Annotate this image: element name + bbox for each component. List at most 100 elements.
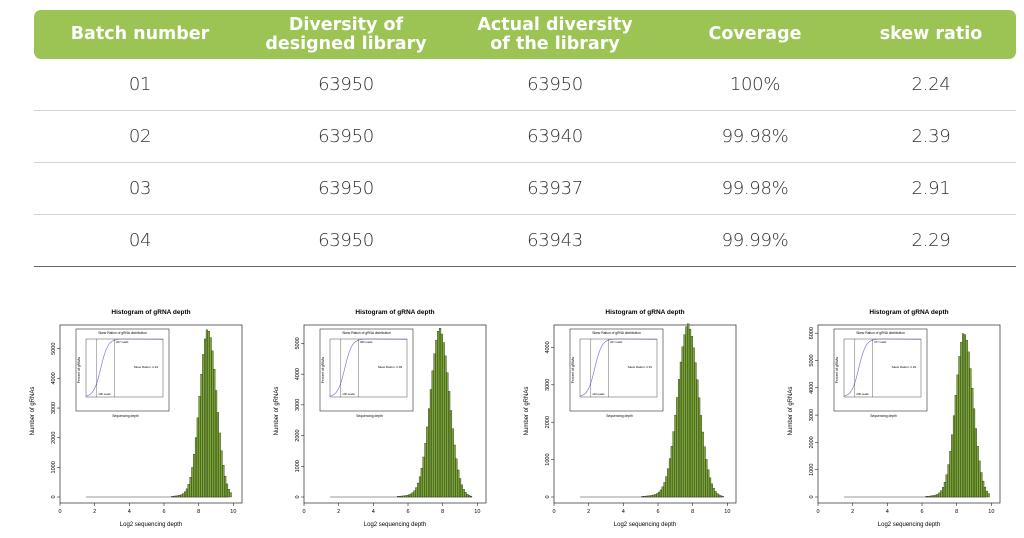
- histogram-bar: [679, 361, 683, 498]
- inset-skew-label: Skew Ration: 2.91: [628, 365, 653, 369]
- histogram-bar: [712, 488, 715, 498]
- chart-title: Histogram of gRNA depth: [111, 309, 190, 316]
- histogram-bar: [194, 437, 198, 498]
- inset-low-label: 100 reads: [98, 392, 111, 396]
- histogram-bar: [180, 494, 183, 498]
- table-row: 03 63950 63937 99.98% 2.91: [34, 163, 1016, 215]
- histogram-bar: [687, 323, 690, 498]
- x-tick-label: 10: [724, 509, 730, 515]
- y-tick-label: 0: [51, 495, 57, 498]
- histogram-bar: [670, 446, 673, 498]
- table-row: 02 63950 63940 99.98% 2.39: [34, 111, 1016, 163]
- histogram-bar: [200, 374, 203, 498]
- histogram-bar: [174, 495, 178, 498]
- inset-high-label: 327 reads: [116, 340, 129, 344]
- histogram-bar: [952, 415, 956, 498]
- histogram-bar: [407, 494, 411, 498]
- inset-high-label: 477 reads: [874, 340, 887, 344]
- histogram-bar: [703, 446, 706, 498]
- histogram-bar: [426, 426, 429, 498]
- x-tick-label: 0: [58, 509, 61, 515]
- histogram-bar: [710, 483, 713, 498]
- plot-frame: [303, 324, 487, 504]
- histogram-bar: [718, 494, 721, 498]
- histogram-bar: [173, 495, 176, 498]
- histogram-bar: [972, 408, 976, 498]
- histogram-bar: [225, 483, 229, 498]
- header-designed-diversity: Diversity of designed library: [246, 15, 446, 54]
- histogram-bar: [983, 486, 987, 498]
- histogram-bar: [929, 495, 932, 498]
- y-axis-label: Number of gRNAs: [274, 387, 280, 436]
- x-tick-label: 0: [816, 509, 819, 515]
- histogram-bar: [424, 443, 427, 498]
- x-tick-label: 4: [128, 509, 131, 515]
- x-axis-label: Log2 sequencing depth: [614, 522, 676, 528]
- histogram-bar: [942, 487, 945, 498]
- y-tick-label: 3000: [295, 399, 301, 411]
- histogram-bar: [705, 459, 708, 498]
- histogram-bar: [214, 390, 218, 498]
- y-axis-label: Number of gRNAs: [788, 387, 794, 436]
- table-row: 04 63950 63943 99.99% 2.29: [34, 215, 1016, 267]
- histogram-bar: [971, 387, 974, 498]
- y-axis-label: Number of gRNAs: [30, 387, 36, 436]
- histogram-bar: [932, 495, 936, 498]
- cell-designed-diversity: 63950: [318, 178, 374, 199]
- histogram-bar: [415, 487, 418, 498]
- histogram-bar: [690, 336, 693, 498]
- histogram-bar: [663, 482, 666, 498]
- histogram-bar: [938, 492, 941, 498]
- histogram-bar: [458, 478, 462, 498]
- cell-skew-ratio: 2.29: [911, 230, 951, 251]
- histogram-bar: [224, 475, 227, 498]
- cell-designed-diversity: 63950: [318, 230, 374, 251]
- inset-y-label: Percent of gRNAs: [321, 356, 325, 383]
- inset-skew-label: Skew Ration: 2.24: [134, 365, 159, 369]
- histogram-bar: [222, 464, 225, 498]
- histogram-bar: [674, 414, 677, 498]
- histogram-bar: [956, 374, 959, 498]
- inset-frame: [75, 328, 170, 412]
- histogram-bar: [444, 355, 447, 498]
- y-tick-label: 2000: [545, 416, 551, 428]
- histogram-bar: [667, 468, 670, 498]
- histogram-bar: [925, 496, 928, 498]
- histogram-bar: [947, 464, 950, 498]
- cell-coverage: 99.98%: [721, 178, 789, 199]
- table-header: Batch number Diversity of designed librar…: [34, 10, 1016, 59]
- y-tick-label: 1000: [51, 461, 57, 473]
- histogram-bar: [171, 496, 174, 498]
- histogram-batch-03: Histogram of gRNA depth Log2 sequencing d…: [522, 305, 744, 530]
- cell-batch: 01: [128, 74, 152, 95]
- x-tick-label: 10: [988, 509, 994, 515]
- inset-skew-label: Skew Ration: 2.39: [378, 365, 403, 369]
- histogram-bar: [657, 491, 661, 498]
- x-tick-label: 6: [406, 509, 409, 515]
- histogram-bar: [469, 495, 473, 498]
- histogram-bar: [178, 495, 181, 498]
- histogram-bar: [701, 431, 704, 498]
- histogram-bar: [976, 446, 979, 498]
- histogram-bar: [659, 489, 662, 498]
- x-tick-label: 0: [302, 509, 305, 515]
- histogram-bar: [694, 362, 697, 498]
- histogram-bar: [931, 495, 934, 498]
- histogram-bar: [455, 458, 458, 498]
- x-axis-label: Log2 sequencing depth: [364, 522, 426, 528]
- plot-frame: [817, 324, 1001, 504]
- histogram-bar: [449, 410, 453, 498]
- y-tick-label: 5000: [51, 343, 57, 355]
- histogram-bar: [676, 397, 679, 498]
- histogram-bar: [963, 334, 967, 498]
- inset-skew-label: Skew Ration: 2.29: [892, 365, 917, 369]
- histogram-bar: [220, 450, 223, 498]
- y-tick-label: 3000: [51, 402, 57, 414]
- histogram-bar: [460, 484, 463, 498]
- histogram-bar: [696, 379, 699, 498]
- histogram-bar: [429, 389, 433, 498]
- histogram-bar: [227, 489, 230, 498]
- cell-actual-diversity: 63950: [527, 74, 583, 95]
- histogram-bar: [954, 395, 957, 498]
- inset-low-label: 130 reads: [342, 392, 355, 396]
